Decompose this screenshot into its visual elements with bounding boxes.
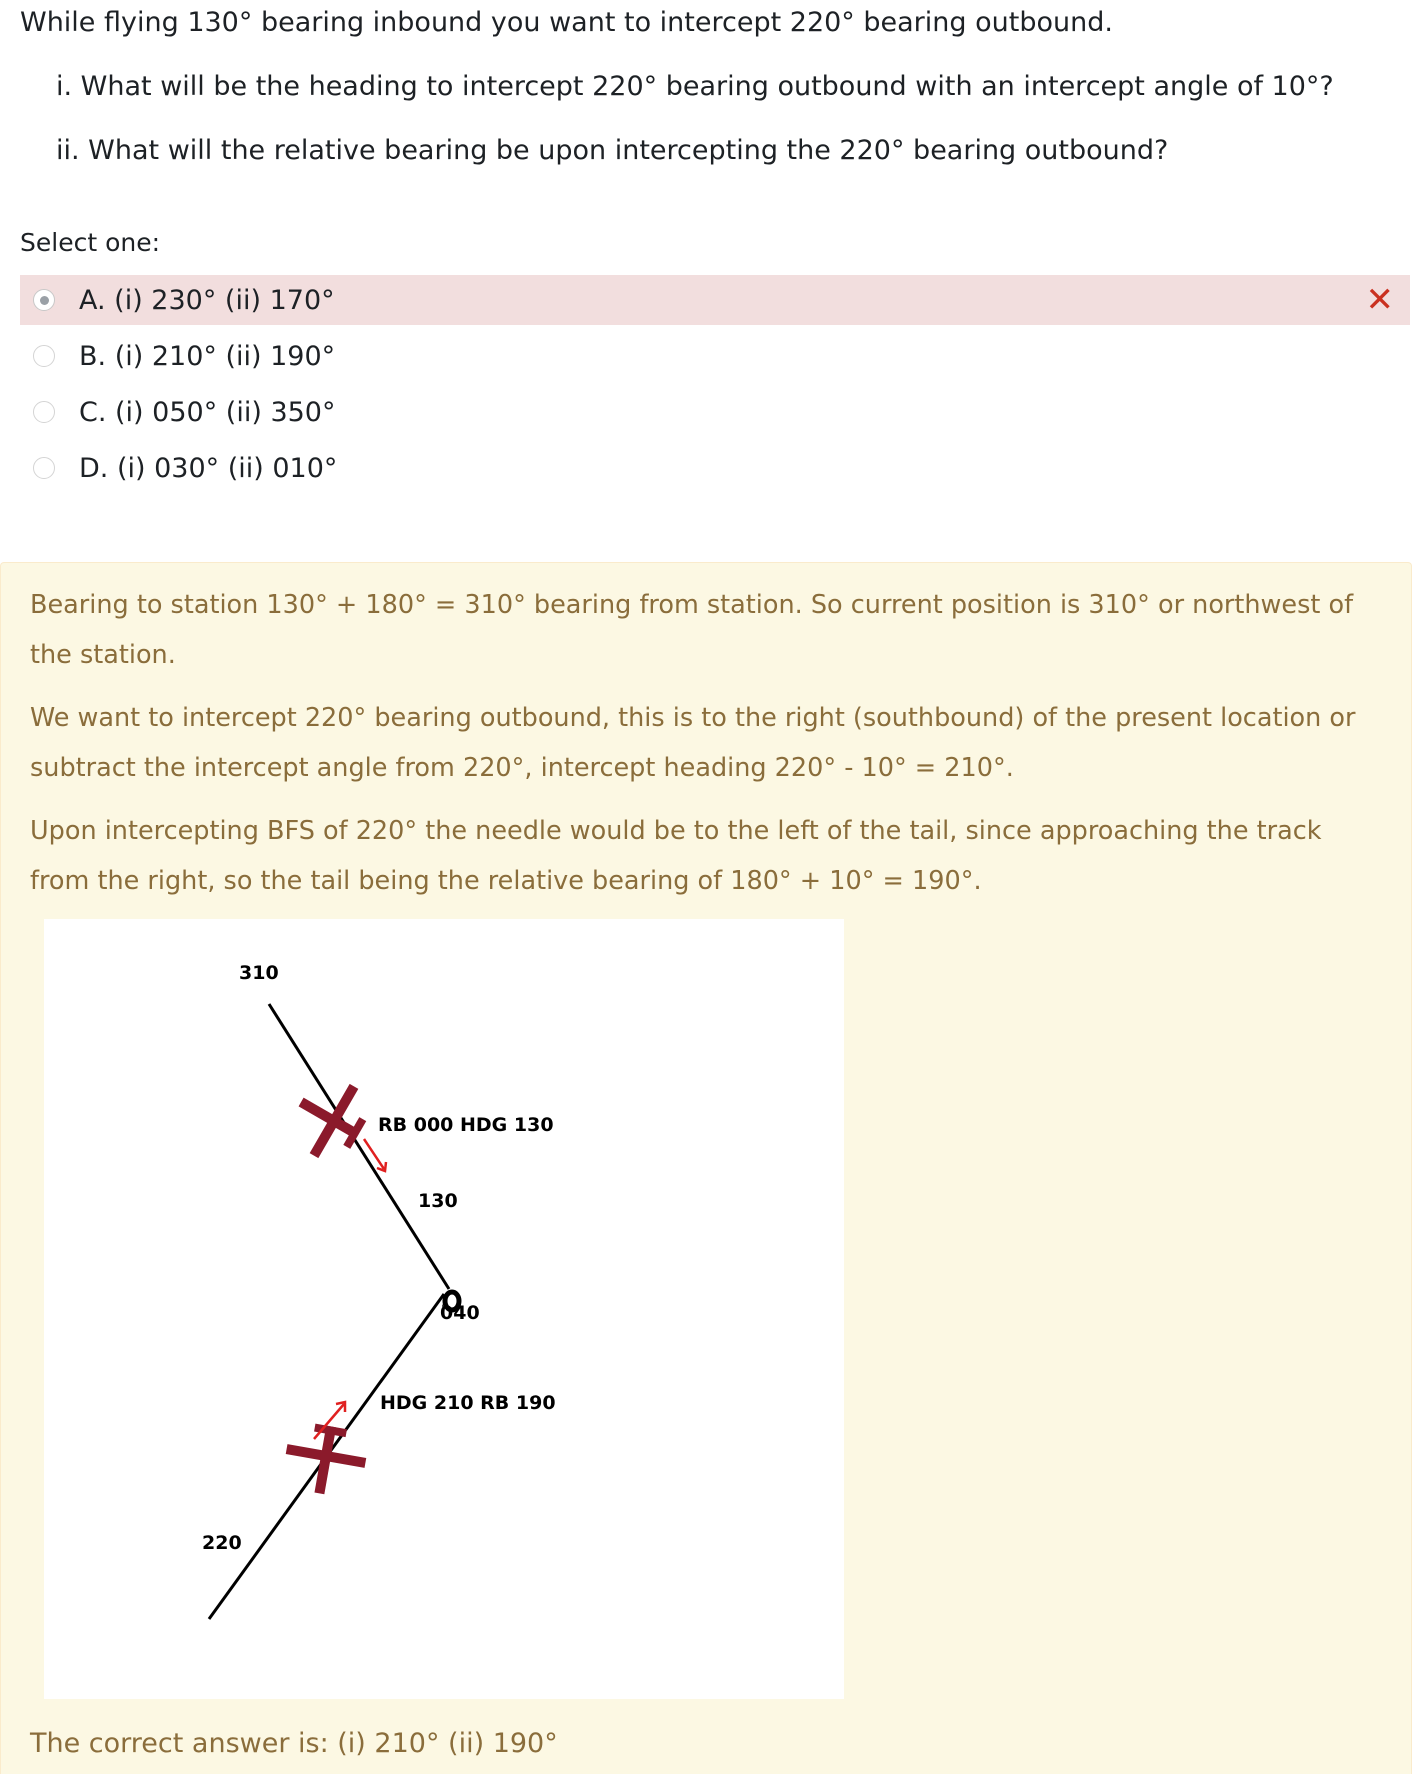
label-station: 0 — [442, 1304, 446, 1310]
option-d[interactable]: D. (i) 030° (ii) 010° — [20, 443, 1410, 493]
option-b-label: B. (i) 210° (ii) 190° — [79, 340, 336, 372]
option-c[interactable]: C. (i) 050° (ii) 350° — [20, 387, 1410, 437]
feedback-paragraph-1: Bearing to station 130° + 180° = 310° be… — [30, 590, 1354, 670]
label-lower-aircraft: HDG 210 RB 190 — [380, 1392, 556, 1414]
upper-aircraft-icon — [298, 1083, 367, 1159]
select-one-prompt: Select one: — [20, 228, 161, 257]
option-c-radio[interactable] — [33, 401, 55, 423]
question-part-ii: ii. What will the relative bearing be up… — [56, 135, 1169, 166]
lower-aircraft-icon — [285, 1423, 367, 1495]
feedback-paragraph-2: We want to intercept 220° bearing outbou… — [30, 703, 1356, 783]
answer-options: A. (i) 230° (ii) 170° ✕ B. (i) 210° (ii)… — [20, 275, 1410, 499]
label-310: 310 — [239, 962, 279, 984]
question-part-i: i. What will be the heading to intercept… — [56, 71, 1334, 102]
option-a-radio[interactable] — [33, 289, 55, 311]
option-a[interactable]: A. (i) 230° (ii) 170° ✕ — [20, 275, 1410, 325]
station-marker — [442, 1289, 462, 1313]
option-d-radio[interactable] — [33, 457, 55, 479]
label-130: 130 — [418, 1190, 458, 1212]
option-b[interactable]: B. (i) 210° (ii) 190° — [20, 331, 1410, 381]
label-040: 040 — [440, 1302, 480, 1324]
label-upper-aircraft: RB 000 HDG 130 — [378, 1114, 554, 1136]
option-d-label: D. (i) 030° (ii) 010° — [79, 452, 338, 484]
incorrect-icon: ✕ — [1365, 280, 1395, 320]
option-a-label: A. (i) 230° (ii) 170° — [79, 284, 335, 316]
radial-310-line — [267, 1003, 451, 1290]
correct-answer-text: The correct answer is: (i) 210° (ii) 190… — [30, 1728, 558, 1759]
intercept-diagram-svg: 310 RB 000 HDG 130 130 0 040 HDG 210 RB … — [202, 962, 556, 1620]
option-b-radio[interactable] — [33, 345, 55, 367]
label-220: 220 — [202, 1532, 242, 1554]
intercept-diagram: 310 RB 000 HDG 130 130 0 040 HDG 210 RB … — [44, 919, 844, 1699]
question-main: While flying 130° bearing inbound you wa… — [20, 7, 1113, 38]
feedback-paragraph-3: Upon intercepting BFS of 220° the needle… — [30, 816, 1322, 896]
lower-heading-arrow — [313, 1400, 347, 1440]
upper-heading-arrow — [362, 1138, 388, 1173]
feedback-panel: Bearing to station 130° + 180° = 310° be… — [0, 562, 1412, 1774]
option-c-label: C. (i) 050° (ii) 350° — [79, 396, 336, 428]
